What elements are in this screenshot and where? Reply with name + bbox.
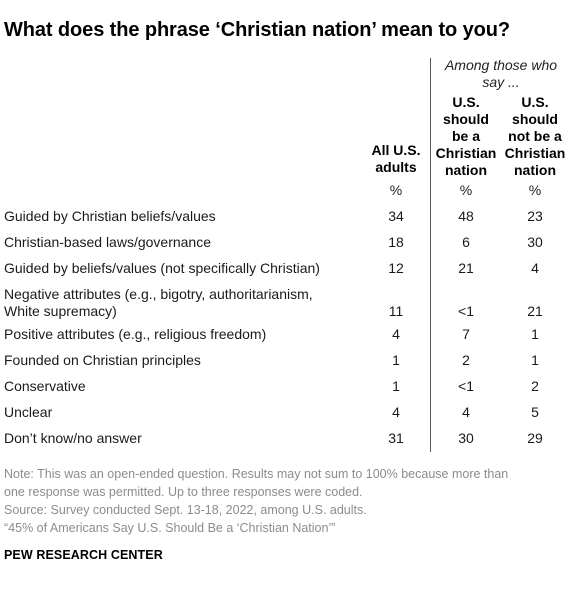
row-label-line: Guided by Christian beliefs/values [4,208,216,224]
table-cell: 6 [462,234,470,250]
column-header-should-be: U.S. should be a Christian nation [432,94,500,179]
column-header-should-not-be: U.S. should not be a Christian nation [500,94,570,179]
column-header-line: nation [514,162,556,178]
row-label-line: Don’t know/no answer [4,430,142,446]
table-cell: 31 [388,430,404,446]
table-cell: 30 [527,234,543,250]
table-cell: 1 [392,378,400,394]
unit-label-all-adults: % [389,182,403,198]
report-title-line: “45% of Americans Say U.S. Should Be a ‘… [4,521,336,535]
unit-label-should-be: % [459,182,473,198]
row-label: Guided by beliefs/values (not specifical… [4,260,364,277]
column-header-line: should [512,111,558,127]
group-header: Among those who say ... [432,57,570,91]
table-cell: 7 [462,326,470,342]
table-cell: 29 [527,430,543,446]
table-cell: 30 [458,430,474,446]
row-label: Negative attributes (e.g., bigotry, auth… [4,286,364,320]
column-header-line: nation [445,162,487,178]
row-label-line: Positive attributes (e.g., religious fre… [4,326,267,342]
unit-label-should-not-be: % [528,182,542,198]
note-line: one response was permitted. Up to three … [4,485,363,499]
table-cell: 34 [388,208,404,224]
row-label: Christian-based laws/governance [4,234,364,251]
row-label: Guided by Christian beliefs/values [4,208,364,225]
table-cell: 21 [458,260,474,276]
table-cell: 18 [388,234,404,250]
row-label-line: Christian-based laws/governance [4,234,211,250]
row-label: Positive attributes (e.g., religious fre… [4,326,364,343]
chart-title: What does the phrase ‘Christian nation’ … [4,19,510,41]
table-cell: 1 [531,326,539,342]
table-cell: 5 [531,404,539,420]
row-label: Don’t know/no answer [4,430,364,447]
column-header-line: Christian [435,145,497,161]
row-label-line: Unclear [4,404,53,420]
row-label-line: Founded on Christian principles [4,352,201,368]
table-cell: 4 [392,326,400,342]
table-cell: <1 [458,378,474,394]
row-label: Conservative [4,378,364,395]
column-header-line: should [443,111,489,127]
column-header-line: U.S. [521,94,549,110]
row-label-line: Conservative [4,378,86,394]
table-cell: 12 [388,260,404,276]
brand-logo-text: PEW RESEARCH CENTER [4,548,163,562]
group-header-line-1: Among those who [444,57,558,73]
row-label-line: Negative attributes (e.g., bigotry, auth… [4,286,313,302]
column-header-line: U.S. [452,94,480,110]
table-cell: 4 [462,404,470,420]
table-cell: 4 [531,260,539,276]
column-header-line: Christian [504,145,566,161]
source-line: Source: Survey conducted Sept. 13-18, 20… [4,503,367,517]
row-label: Unclear [4,404,364,421]
table-cell: 48 [458,208,474,224]
table-cell: 11 [388,303,404,319]
table-cell: 1 [392,352,400,368]
column-divider [430,58,431,452]
table-cell: 4 [392,404,400,420]
group-header-line-2: say ... [482,74,520,90]
row-label-line: Guided by beliefs/values (not specifical… [4,260,320,276]
table-cell: 21 [527,303,543,319]
column-header-line: not be a [508,128,562,144]
column-header-line: adults [375,159,417,175]
footnotes: Note: This was an open-ended question. R… [4,465,564,537]
note-line: Note: This was an open-ended question. R… [4,467,509,481]
row-label: Founded on Christian principles [4,352,364,369]
row-label-line: White supremacy) [4,303,117,319]
table-cell: 2 [462,352,470,368]
table-cell: 23 [527,208,543,224]
table-cell: 1 [531,352,539,368]
table-cell: <1 [458,303,474,319]
column-header-all-adults: All U.S. adults [366,142,426,176]
column-header-line: be a [451,128,480,144]
column-header-line: All U.S. [371,142,421,158]
table-cell: 2 [531,378,539,394]
